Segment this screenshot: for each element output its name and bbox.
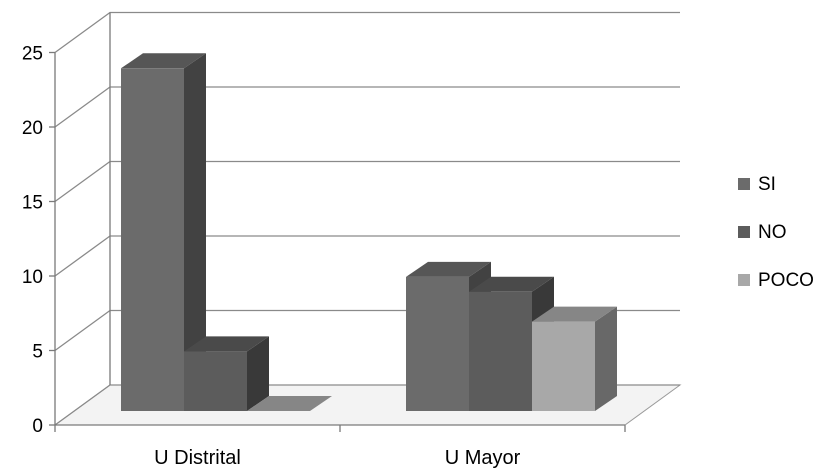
legend-item: SI bbox=[738, 174, 776, 195]
bar-front bbox=[121, 68, 184, 412]
legend-swatch bbox=[738, 274, 750, 286]
legend-swatch bbox=[738, 178, 750, 190]
bar-front bbox=[184, 351, 247, 411]
bars bbox=[121, 53, 617, 412]
bar-side bbox=[595, 306, 617, 411]
bar-top bbox=[121, 53, 206, 69]
bar bbox=[247, 396, 332, 411]
y-axis-tick-labels: 0 5 10 15 20 25 bbox=[22, 44, 55, 437]
bar-top bbox=[184, 336, 269, 352]
bar-front bbox=[469, 291, 532, 411]
x-axis-category-labels: U Distrital U Mayor bbox=[54, 425, 626, 469]
x-category-label: U Distrital bbox=[154, 447, 241, 469]
legend-label: NO bbox=[758, 222, 787, 243]
y-tick-label: 25 bbox=[22, 44, 43, 65]
bar-top bbox=[406, 261, 491, 277]
bar-top bbox=[469, 276, 554, 292]
bar bbox=[532, 306, 617, 411]
bar bbox=[184, 336, 269, 411]
legend-swatch bbox=[738, 226, 750, 238]
bar-top bbox=[532, 306, 617, 322]
y-tick-label: 0 bbox=[32, 416, 43, 437]
legend-item: POCO bbox=[738, 270, 814, 291]
y-tick-label: 5 bbox=[32, 342, 43, 363]
legend-label: POCO bbox=[758, 270, 814, 291]
bar-front bbox=[406, 276, 469, 411]
bar-front bbox=[532, 321, 595, 411]
bar-side bbox=[184, 53, 206, 412]
legend-label: SI bbox=[758, 174, 776, 195]
y-tick-label: 20 bbox=[22, 118, 43, 139]
bar-side bbox=[247, 336, 269, 411]
bar-top bbox=[247, 396, 332, 411]
x-category-label: U Mayor bbox=[445, 447, 521, 469]
y-tick-label: 15 bbox=[22, 193, 43, 214]
legend-item: NO bbox=[738, 222, 787, 243]
legend: SI NO POCO bbox=[738, 174, 814, 291]
y-tick-label: 10 bbox=[22, 267, 43, 288]
bar bbox=[121, 53, 206, 412]
